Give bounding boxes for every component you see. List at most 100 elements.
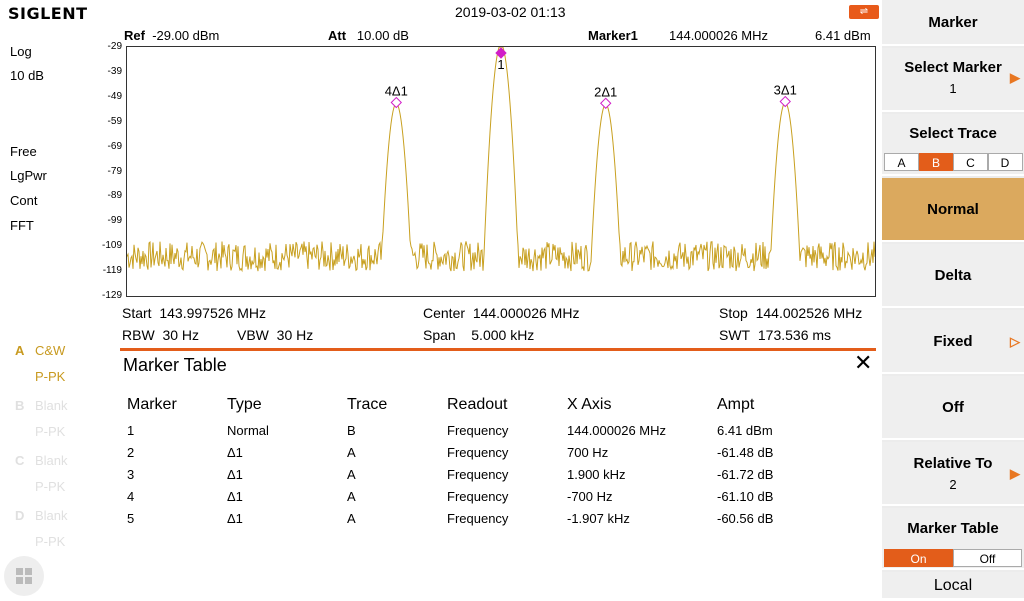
trace-option-b[interactable]: B bbox=[918, 153, 954, 171]
marker-table-off[interactable]: Off bbox=[953, 549, 1022, 567]
close-icon[interactable]: ✕ bbox=[854, 350, 873, 375]
marker-label: 3Δ1 bbox=[774, 83, 797, 98]
marker-label: 4Δ1 bbox=[385, 84, 408, 99]
analysis-mode: FFT bbox=[10, 218, 34, 233]
delta-button[interactable]: Delta bbox=[882, 244, 1024, 308]
marker-table-cell: Δ1 bbox=[227, 511, 243, 526]
trace-d[interactable]: D Blank bbox=[15, 508, 68, 523]
arrow-right-icon: ▶ bbox=[1010, 70, 1020, 85]
marker-table-cell: 700 Hz bbox=[567, 445, 609, 460]
marker-readout-ampl: 6.41 dBm bbox=[815, 28, 871, 43]
marker-label: 1 bbox=[497, 57, 504, 72]
y-tick-label: -119 bbox=[102, 265, 122, 277]
marker-table-cell: Frequency bbox=[447, 423, 509, 438]
detector-mode: LgPwr bbox=[10, 168, 47, 183]
marker-table-header: X Axis bbox=[567, 396, 612, 413]
marker-table-header: Type bbox=[227, 396, 262, 413]
trace-b-detector: P-PK bbox=[35, 424, 66, 439]
usb-icon: ⇌ bbox=[849, 5, 879, 19]
marker-table-cell: B bbox=[347, 423, 356, 438]
arrow-right-outline-icon: ▷ bbox=[1010, 334, 1020, 349]
marker-table-cell: -61.72 dB bbox=[717, 467, 774, 482]
marker-table-cell: -61.48 dB bbox=[717, 445, 774, 460]
marker-table-cell: 2 bbox=[127, 445, 135, 460]
normal-button[interactable]: Normal bbox=[882, 178, 1024, 242]
y-tick-label: -39 bbox=[107, 65, 122, 77]
marker-table-cell: A bbox=[347, 511, 356, 526]
span: Span 5.000 kHz bbox=[423, 327, 535, 343]
sweep-time: SWT 173.536 ms bbox=[719, 327, 832, 343]
marker-table-cell: A bbox=[347, 445, 356, 460]
rbw: RBW 30 Hz bbox=[122, 327, 200, 343]
marker-table-cell: -700 Hz bbox=[567, 489, 613, 504]
off-button[interactable]: Off bbox=[882, 376, 1024, 440]
arrow-right-icon: ▶ bbox=[1010, 466, 1020, 481]
trace-option-a[interactable]: A bbox=[884, 153, 919, 171]
select-marker-button[interactable]: Select Marker 1 ▶ bbox=[882, 48, 1024, 112]
marker-table-cell: Normal bbox=[227, 423, 269, 438]
spectrum-trace: 5Δ14Δ112Δ13Δ1 bbox=[126, 46, 876, 273]
menu-title: Marker bbox=[882, 0, 1024, 46]
relative-to-button[interactable]: Relative To 2 ▶ bbox=[882, 442, 1024, 506]
vbw: VBW 30 Hz bbox=[237, 327, 314, 343]
marker-table-cell: -1.907 kHz bbox=[567, 511, 630, 526]
app-grid-icon[interactable] bbox=[4, 556, 44, 596]
marker-table-cell: 3 bbox=[127, 467, 135, 482]
marker-table-cell: Frequency bbox=[447, 467, 509, 482]
marker-table-cell: 5 bbox=[127, 511, 135, 526]
trace-c[interactable]: C Blank bbox=[15, 453, 68, 468]
datetime: 2019-03-02 01:13 bbox=[455, 4, 566, 20]
trace-option-c[interactable]: C bbox=[953, 153, 988, 171]
divider bbox=[120, 348, 876, 351]
marker-table-header: Trace bbox=[347, 396, 388, 413]
trigger-mode: Free bbox=[10, 144, 37, 159]
marker-label: 2Δ1 bbox=[594, 84, 617, 99]
y-tick-label: -29 bbox=[107, 41, 122, 52]
marker-table-cell: -60.56 dB bbox=[717, 511, 774, 526]
marker-table-title: Marker Table bbox=[123, 355, 227, 375]
y-tick-label: -69 bbox=[107, 140, 122, 152]
trace-line bbox=[126, 46, 876, 273]
marker-table-cell: Δ1 bbox=[227, 489, 243, 504]
y-tick-label: -129 bbox=[101, 290, 122, 301]
marker-table-cell: 1 bbox=[127, 423, 135, 438]
marker-table-header: Readout bbox=[447, 396, 508, 413]
marker-table-cell: Frequency bbox=[447, 511, 509, 526]
marker-table-cell: A bbox=[347, 467, 356, 482]
local-button[interactable]: Local bbox=[882, 572, 1024, 600]
y-tick-label: -79 bbox=[107, 165, 122, 177]
trace-option-d[interactable]: D bbox=[987, 153, 1023, 171]
marker-diamond bbox=[495, 47, 507, 59]
marker-table-cell: Frequency bbox=[447, 445, 509, 460]
brand-logo: SIGLENT bbox=[8, 4, 88, 23]
scale-type: Log bbox=[10, 44, 32, 59]
fixed-button[interactable]: Fixed ▷ bbox=[882, 310, 1024, 374]
marker-table-cell: Δ1 bbox=[227, 467, 243, 482]
marker-table-on[interactable]: On bbox=[884, 549, 953, 567]
marker-table-cell: 6.41 dBm bbox=[717, 423, 773, 438]
marker-diamond bbox=[600, 97, 612, 109]
trace-c-detector: P-PK bbox=[35, 479, 66, 494]
ref-level: Ref -29.00 dBm bbox=[124, 28, 220, 43]
y-tick-label: -49 bbox=[107, 90, 122, 102]
y-tick-label: -109 bbox=[101, 240, 122, 252]
trace-a-detector: P-PK bbox=[35, 369, 66, 384]
marker-diamond bbox=[390, 96, 402, 109]
sweep-mode: Cont bbox=[10, 193, 38, 208]
marker-table-cell: -61.10 dB bbox=[717, 489, 774, 504]
marker-table-cell: 144.000026 MHz bbox=[567, 423, 667, 438]
marker-table-cell: A bbox=[347, 489, 356, 504]
trace-b[interactable]: B Blank bbox=[15, 398, 68, 413]
marker-diamond bbox=[779, 95, 791, 108]
marker-readout-freq: 144.000026 MHz bbox=[669, 28, 769, 43]
marker-table-header: Ampt bbox=[717, 396, 755, 413]
marker-table-cell: 4 bbox=[127, 489, 135, 504]
start-freq: Start 143.997526 MHz bbox=[122, 305, 266, 321]
marker-table-cell: Δ1 bbox=[227, 445, 243, 460]
center-freq: Center 144.000026 MHz bbox=[423, 305, 580, 321]
marker-table-cell: Frequency bbox=[447, 489, 509, 504]
marker-readout-label: Marker1 bbox=[588, 28, 638, 43]
trace-a[interactable]: A C&W bbox=[15, 343, 66, 358]
stop-freq: Stop 144.002526 MHz bbox=[719, 305, 863, 321]
spectrum-display[interactable]: 5Δ14Δ112Δ13Δ1 bbox=[126, 46, 876, 297]
